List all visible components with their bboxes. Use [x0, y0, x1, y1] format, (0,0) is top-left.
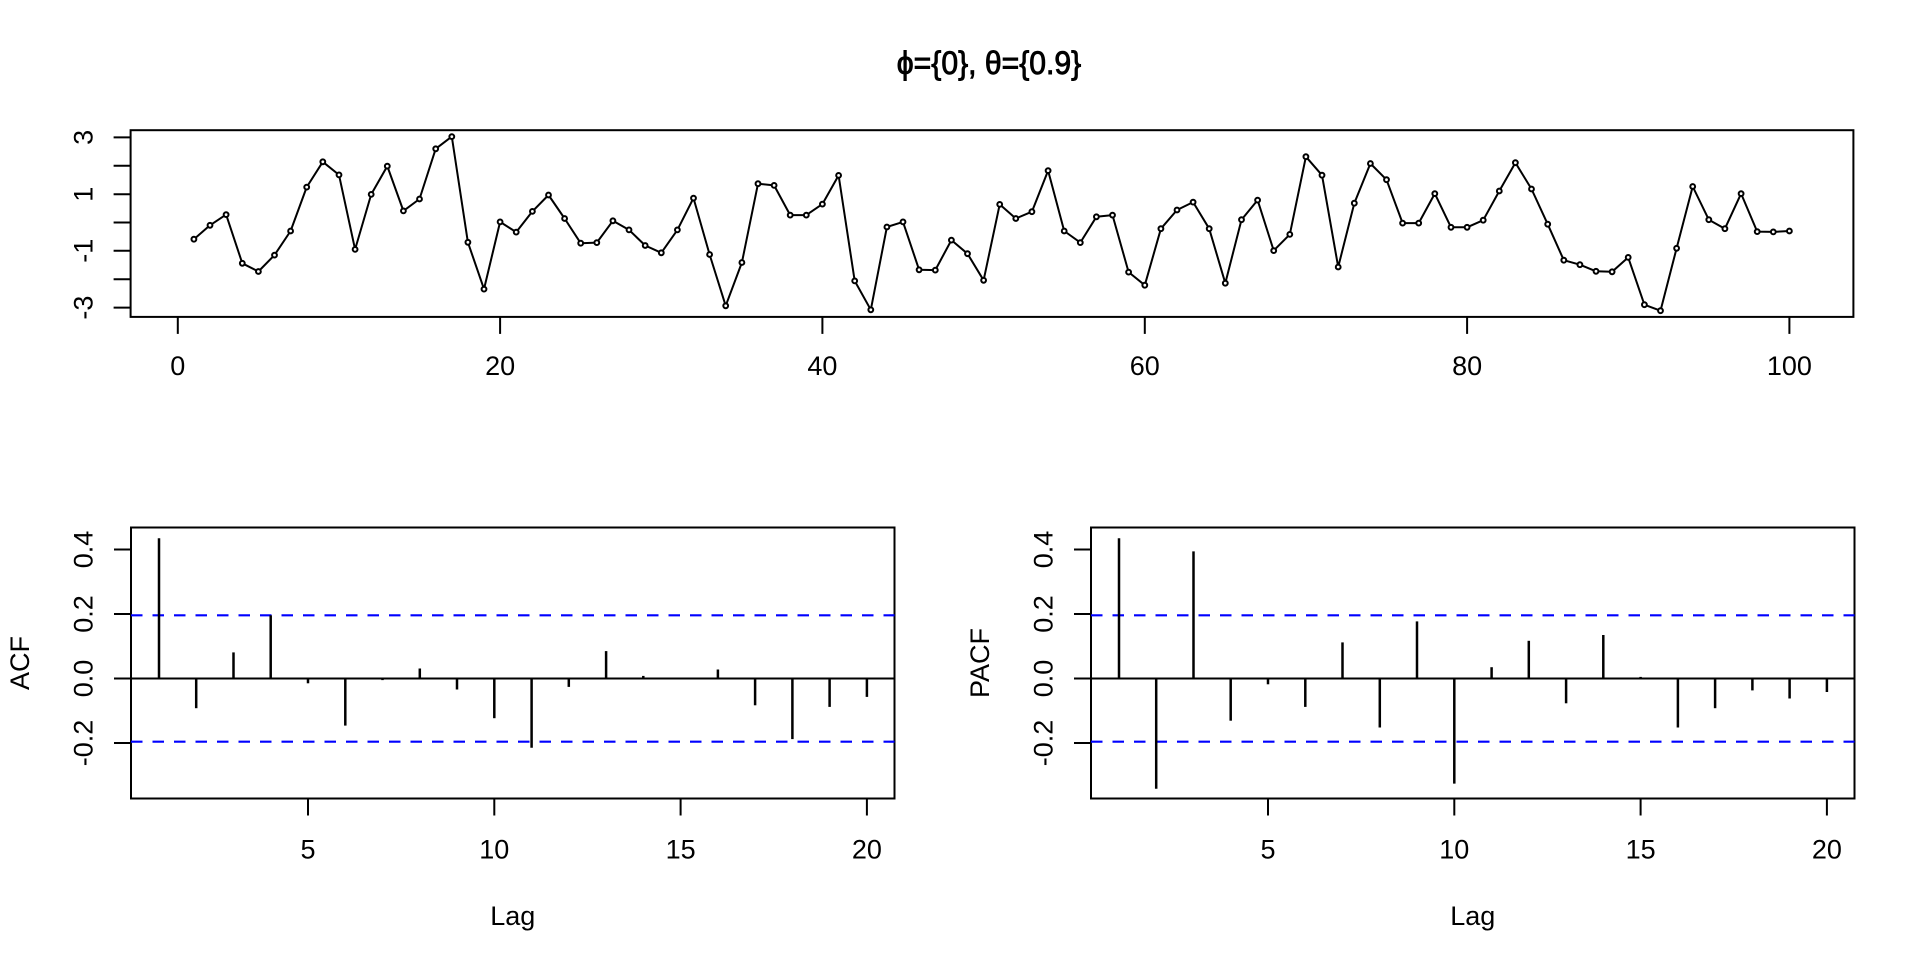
- svg-text:100: 100: [1767, 351, 1812, 381]
- svg-text:-0.2: -0.2: [1029, 720, 1059, 767]
- svg-text:20: 20: [852, 835, 882, 865]
- svg-text:80: 80: [1452, 351, 1482, 381]
- svg-text:0.2: 0.2: [69, 595, 99, 633]
- svg-text:Lag: Lag: [490, 901, 535, 931]
- svg-text:-0.2: -0.2: [69, 720, 99, 767]
- svg-text:-1: -1: [69, 239, 99, 263]
- svg-text:0.0: 0.0: [1029, 660, 1059, 698]
- svg-text:15: 15: [666, 835, 696, 865]
- svg-text:0.4: 0.4: [69, 531, 99, 569]
- svg-text:10: 10: [1439, 835, 1469, 865]
- svg-text:0.0: 0.0: [69, 660, 99, 698]
- svg-text:0.4: 0.4: [1029, 531, 1059, 569]
- svg-text:10: 10: [479, 835, 509, 865]
- svg-text:5: 5: [1260, 835, 1275, 865]
- svg-text:20: 20: [485, 351, 515, 381]
- svg-text:5: 5: [300, 835, 315, 865]
- svg-text:ϕ={0}, θ={0.9}: ϕ={0}, θ={0.9}: [897, 45, 1082, 81]
- svg-text:60: 60: [1130, 351, 1160, 381]
- svg-text:-3: -3: [69, 296, 99, 320]
- svg-text:20: 20: [1812, 835, 1842, 865]
- svg-text:ACF: ACF: [5, 636, 35, 690]
- svg-text:Lag: Lag: [1450, 901, 1495, 931]
- svg-text:40: 40: [807, 351, 837, 381]
- svg-text:0: 0: [170, 351, 185, 381]
- svg-text:3: 3: [69, 130, 99, 145]
- svg-text:15: 15: [1626, 835, 1656, 865]
- svg-text:1: 1: [69, 187, 99, 202]
- svg-text:0.2: 0.2: [1029, 595, 1059, 633]
- svg-text:PACF: PACF: [965, 628, 995, 698]
